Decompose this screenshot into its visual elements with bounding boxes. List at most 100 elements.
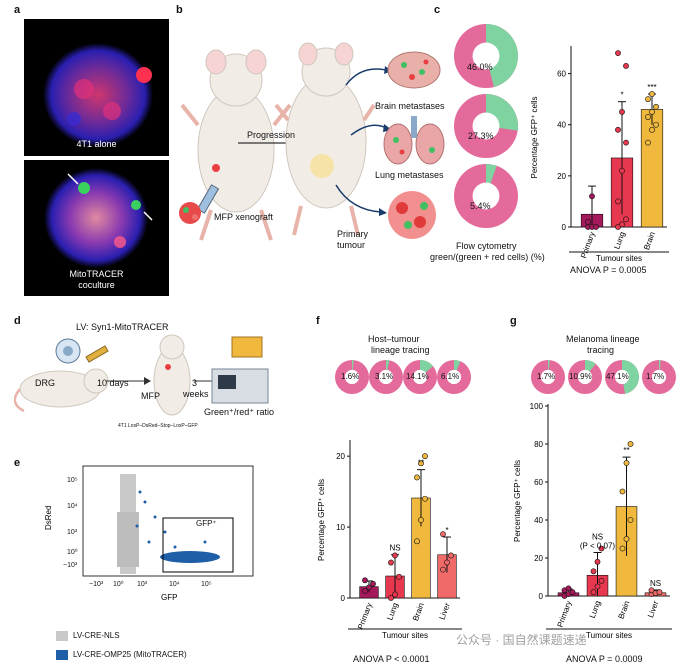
significance-label: ***	[647, 83, 656, 92]
mouse-d-2-icon	[153, 334, 191, 416]
y-tick-label: 80	[534, 440, 543, 449]
pie-g-3	[605, 360, 639, 394]
x-axis-label: Tumour sites	[596, 254, 642, 263]
pie-g-4-label: 1.7%	[646, 372, 665, 381]
data-point	[615, 126, 621, 133]
data-point	[589, 193, 595, 200]
weeks-label-1: 3	[192, 378, 198, 388]
y-tick-label: 60	[534, 478, 543, 487]
data-point	[590, 589, 597, 596]
pie-g-1	[531, 360, 565, 394]
cell-cluster-bottom	[44, 168, 153, 268]
svg-text:10⁰: 10⁰	[67, 548, 78, 556]
y-tick-label: 20	[557, 172, 566, 181]
brain-icon	[387, 51, 441, 89]
y-tick-label: 10	[336, 523, 345, 532]
pie-c-1-label: 46.0%	[467, 62, 493, 72]
y-tick-label: 60	[557, 70, 566, 79]
pie-f-1	[335, 360, 369, 394]
lv-label: LV: Syn1-MitoTRACER	[76, 322, 169, 332]
legend-label-omp25: LV-CRE-OMP25 (MitoTRACER)	[73, 650, 187, 659]
data-point	[366, 584, 372, 591]
panel-f-letter: f	[316, 315, 320, 327]
pie-g-2	[568, 360, 602, 394]
weeks-label-2: weeks	[183, 389, 209, 399]
data-point	[440, 566, 446, 573]
category-label: Primary	[579, 231, 597, 260]
panel-b-illustration	[179, 42, 445, 241]
panel-c-bar-chart: 0 20 40 60 Percentage GFP⁺ cells Primary * Lung…	[530, 46, 669, 263]
gfp-gate-label: GFP⁺	[196, 519, 217, 528]
pie-c-3	[454, 164, 518, 228]
cell-line-label: 4T1 LoxP–DsRed–Stop–LoxP–GFP	[118, 423, 198, 429]
significance-label: *	[445, 526, 448, 535]
category-label: Lung	[385, 602, 400, 622]
panel-g-title-1: Melanoma lineage	[566, 334, 640, 344]
pie-caption-1: Flow cytometry	[456, 241, 517, 251]
panel-a-bottom-caption-2: coculture	[78, 280, 115, 290]
category-label: Lung	[588, 600, 603, 620]
data-point	[645, 139, 651, 146]
data-point	[392, 552, 398, 559]
data-point	[619, 109, 625, 115]
x-axis-label: Tumour sites	[382, 631, 428, 640]
data-point	[362, 588, 368, 594]
category-label: Liver	[437, 601, 452, 621]
pie-c-2	[454, 94, 518, 158]
data-point	[649, 126, 655, 133]
data-point	[422, 495, 428, 502]
y-axis-label: Percentage GFP⁺ cells	[513, 460, 522, 542]
panel-c-letter: c	[434, 4, 441, 16]
category-label: Brain	[642, 231, 657, 252]
pie-c-1	[454, 24, 518, 88]
flow-cytometer-icon	[211, 336, 269, 404]
panel-f-title-1: Host–tumour	[368, 334, 420, 344]
svg-text:10³: 10³	[67, 529, 78, 536]
grey-population	[117, 474, 139, 574]
data-point	[418, 517, 424, 523]
data-point	[370, 580, 376, 587]
data-point	[569, 589, 576, 596]
data-point	[648, 587, 655, 594]
significance-label: (P < 0.07)	[580, 541, 616, 550]
panel-e-flow-plot: 10⁵ 10⁴ 10³ 10⁰ −10³ −10³ 10⁰ 10³ 10⁴ 10⁵ DsRe…	[45, 465, 254, 602]
data-point	[619, 221, 625, 228]
data-point	[645, 96, 651, 103]
gfp-axis-label: GFP	[161, 593, 177, 602]
svg-text:10⁴: 10⁴	[169, 581, 180, 588]
virus-icon	[55, 338, 81, 364]
panel-g-pies	[531, 360, 676, 394]
drg-label: DRG	[35, 378, 55, 388]
data-point	[645, 114, 651, 120]
svg-text:10⁵: 10⁵	[201, 581, 212, 588]
panel-g-bar-chart: 0 20 40 60 80 100 Percentage GFP⁺ cells Primary…	[513, 402, 672, 640]
category-label: Primary	[555, 600, 573, 629]
significance-label: NS	[389, 544, 400, 553]
svg-text:10⁴: 10⁴	[67, 503, 78, 510]
svg-text:10³: 10³	[137, 581, 148, 588]
data-point	[593, 224, 599, 230]
data-point	[448, 552, 454, 559]
pie-g-3-label: 47.1%	[606, 372, 629, 381]
panel-f-pies	[335, 360, 471, 394]
data-point	[615, 50, 621, 57]
y-tick-label: 0	[562, 223, 567, 232]
data-point	[653, 103, 659, 110]
data-point	[396, 573, 402, 580]
panel-c-anova: ANOVA P = 0.0005	[570, 265, 647, 275]
data-point	[392, 591, 398, 598]
cell-cluster-top	[43, 43, 153, 147]
y-tick-label: 0	[341, 594, 346, 603]
data-point	[414, 538, 420, 545]
panel-a-top-caption: 4T1 alone	[76, 139, 117, 149]
pie-g-4	[642, 360, 676, 394]
mfp-xenograft-label: MFP xenograft	[214, 212, 273, 222]
data-point	[623, 216, 629, 223]
panel-f-bar-chart: 0 10 20 Percentage GFP⁺ cells Primary NS Lung *…	[317, 440, 462, 640]
y-tick-label: 40	[557, 121, 566, 130]
pie-f-1-label: 1.6%	[341, 372, 360, 381]
mouse-2-icon	[274, 42, 376, 236]
panel-a-image-bottom: MitoTRACER coculture	[24, 160, 169, 296]
data-point	[619, 167, 625, 174]
panel-f-title-2: lineage tracing	[371, 345, 430, 355]
